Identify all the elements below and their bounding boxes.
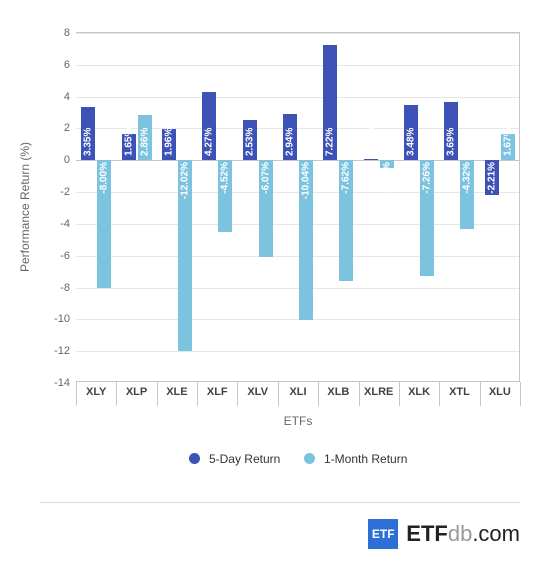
legend-dot-5day — [189, 453, 200, 464]
bar-five-XLB: 7.22% — [323, 45, 337, 160]
bar-label-month-XLB: -7.62% — [341, 162, 352, 194]
logo-text: ETFdb.com — [406, 521, 520, 547]
logo-text-main: ETF — [406, 521, 448, 546]
bar-label-month-XLP: 2.86% — [139, 128, 150, 156]
y-tick: -2 — [60, 186, 76, 198]
x-tick-XLP: XLP — [126, 386, 147, 398]
x-tick-XLU: XLU — [489, 386, 511, 398]
bar-month-XLY: -8.00% — [97, 160, 111, 287]
bar-label-month-XLI: -10.04% — [301, 162, 312, 199]
legend-dot-1month — [304, 453, 315, 464]
bar-label-five-XLE: 1.96% — [163, 128, 174, 156]
x-axis: XLYXLPXLEXLFXLVXLIXLBXLREXLKXTLXLU — [76, 381, 519, 382]
bar-five-XLF: 4.27% — [202, 92, 216, 160]
bar-month-XLE: -12.02% — [178, 160, 192, 351]
bar-month-XLK: -7.26% — [420, 160, 434, 276]
bar-month-XLU: 1.67% — [501, 134, 515, 161]
bar-label-five-XLRE: 0.09% — [365, 128, 376, 156]
bar-five-XLI: 2.94% — [283, 114, 297, 161]
bar-label-month-XTL: -4.32% — [462, 162, 473, 194]
x-tick-XLI: XLI — [289, 386, 306, 398]
y-tick: 2 — [64, 122, 76, 134]
legend-label-5day: 5-Day Return — [209, 452, 280, 466]
bar-label-month-XLV: -6.07% — [260, 162, 271, 194]
bar-label-five-XLV: 2.53% — [244, 128, 255, 156]
y-tick: 4 — [64, 91, 76, 103]
bar-label-month-XLY: -8.00% — [99, 162, 110, 194]
x-tick-XLF: XLF — [207, 386, 228, 398]
bar-label-month-XLK: -7.26% — [422, 162, 433, 194]
logo-text-light: db — [448, 521, 472, 546]
y-tick: -14 — [54, 377, 76, 389]
x-tick-XLV: XLV — [247, 386, 268, 398]
bar-month-XTL: -4.32% — [460, 160, 474, 229]
legend-1month: 1-Month Return — [304, 452, 408, 466]
x-tick-XLK: XLK — [408, 386, 430, 398]
bar-label-five-XLI: 2.94% — [285, 128, 296, 156]
y-tick: -12 — [54, 345, 76, 357]
y-tick: -8 — [60, 282, 76, 294]
x-tick-XLY: XLY — [86, 386, 106, 398]
y-tick: 0 — [64, 154, 76, 166]
bar-label-month-XLF: -4.52% — [220, 162, 231, 194]
legend-label-1month: 1-Month Return — [324, 452, 407, 466]
bar-label-five-XLU: -2.21% — [486, 162, 497, 194]
x-tick-XTL: XTL — [449, 386, 470, 398]
bar-five-XTL: 3.69% — [444, 102, 458, 161]
y-tick: -4 — [60, 218, 76, 230]
y-tick: 8 — [64, 27, 76, 39]
bar-month-XLV: -6.07% — [259, 160, 273, 257]
y-tick: 6 — [64, 59, 76, 71]
bar-month-XLP: 2.86% — [138, 115, 152, 161]
chart-legend: 5-Day Return 1-Month Return — [76, 452, 520, 466]
y-tick: -10 — [54, 313, 76, 325]
bar-label-five-XLF: 4.27% — [204, 128, 215, 156]
x-axis-title: ETFs — [76, 414, 520, 428]
bar-five-XLP: 1.65% — [122, 134, 136, 160]
footer-divider — [40, 502, 520, 503]
bar-month-XLF: -4.52% — [218, 160, 232, 232]
x-tick-XLRE: XLRE — [364, 386, 393, 398]
bar-label-month-XLU: 1.67% — [502, 128, 513, 156]
bar-five-XLK: 3.48% — [404, 105, 418, 160]
etfdb-logo: ETF ETFdb.com — [368, 518, 520, 550]
bar-label-five-XTL: 3.69% — [446, 128, 457, 156]
bar-label-five-XLY: 3.35% — [83, 128, 94, 156]
x-tick-XLB: XLB — [327, 386, 349, 398]
bar-five-XLV: 2.53% — [243, 120, 257, 160]
y-tick: -6 — [60, 250, 76, 262]
y-axis-title: Performance Return (%) — [18, 142, 32, 272]
bar-five-XLE: 1.96% — [162, 129, 176, 160]
bar-label-five-XLK: 3.48% — [406, 128, 417, 156]
bar-month-XLB: -7.62% — [339, 160, 353, 281]
bar-label-month-XLRE: -0.49% — [381, 162, 392, 194]
logo-text-tld: .com — [472, 521, 520, 546]
bar-label-month-XLE: -12.02% — [179, 162, 190, 199]
bar-month-XLI: -10.04% — [299, 160, 313, 320]
logo-badge: ETF — [368, 519, 398, 549]
performance-chart: XLYXLPXLEXLFXLVXLIXLBXLREXLKXTLXLU -14-1… — [76, 32, 520, 382]
bar-five-XLRE: 0.09% — [364, 159, 378, 160]
bar-five-XLY: 3.35% — [81, 107, 95, 160]
bar-label-five-XLP: 1.65% — [123, 128, 134, 156]
bar-five-XLU: -2.21% — [485, 160, 499, 195]
legend-5day: 5-Day Return — [189, 452, 281, 466]
bar-label-five-XLB: 7.22% — [325, 128, 336, 156]
bar-month-XLRE: -0.49% — [380, 160, 394, 168]
x-tick-XLE: XLE — [166, 386, 187, 398]
